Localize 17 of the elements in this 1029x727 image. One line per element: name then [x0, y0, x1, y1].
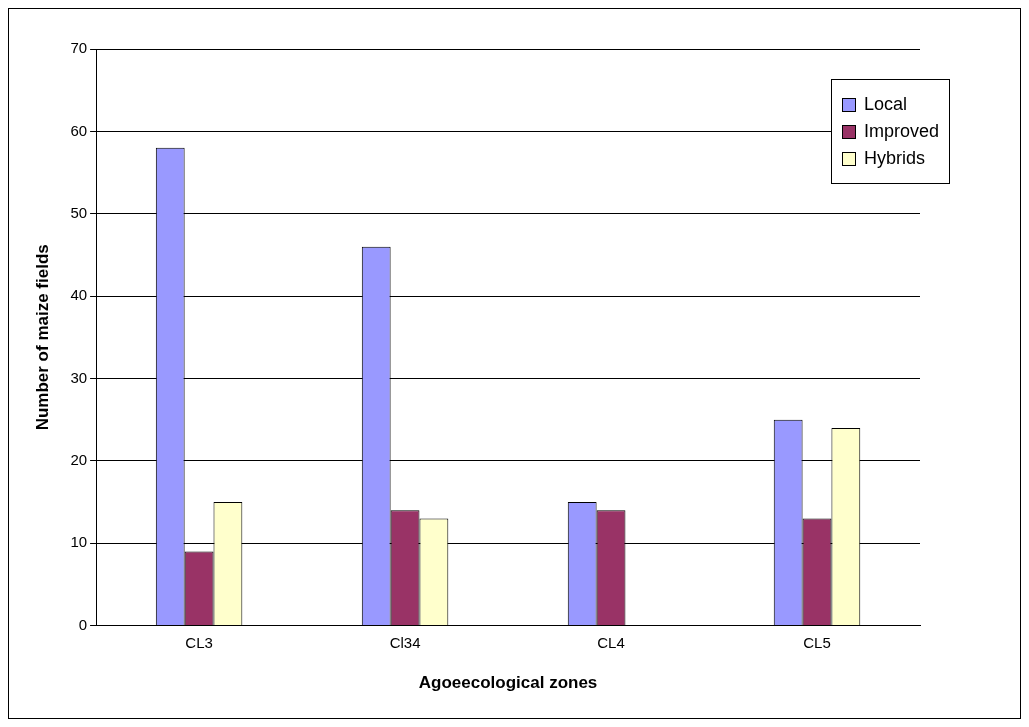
y-tick-label: 20 [70, 451, 88, 468]
x-tick-label: CL3 [185, 633, 213, 651]
x-tick-label: CL5 [803, 633, 831, 651]
y-tick-label: 30 [70, 368, 88, 386]
y-axis-title: Number of maize fields [32, 244, 52, 431]
y-tick-label: 0 [78, 615, 88, 633]
legend-label: Improved [863, 121, 939, 142]
x-axis-title: Agoeecological zones [418, 673, 598, 693]
y-tick-label: 60 [70, 121, 88, 139]
y-tick-label: 70 [70, 39, 88, 57]
x-tick-label: Cl34 [389, 633, 421, 651]
x-tick-label: CL4 [597, 633, 625, 651]
y-tick-label: 10 [70, 533, 88, 551]
y-tick-label: 50 [70, 203, 88, 221]
legend-label: Local [863, 94, 907, 115]
legend-label: Hybrids [863, 148, 925, 169]
y-tick-label: 40 [70, 286, 88, 304]
